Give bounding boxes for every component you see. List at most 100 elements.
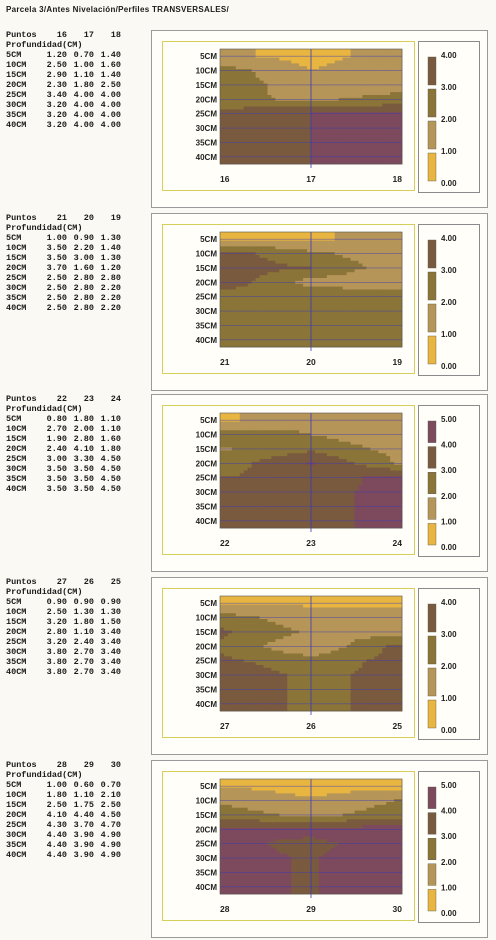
heatmap-cell bbox=[362, 121, 366, 124]
heatmap-cell bbox=[240, 298, 244, 301]
heatmap-cell bbox=[256, 132, 260, 135]
heatmap-cell bbox=[315, 473, 319, 476]
heatmap-cell bbox=[240, 244, 244, 247]
heatmap-cell bbox=[315, 75, 319, 78]
heatmap-cell bbox=[323, 341, 327, 344]
heatmap-cell bbox=[362, 147, 366, 150]
heatmap-cell bbox=[256, 304, 260, 307]
depth-label: 5CM bbox=[6, 50, 40, 60]
heatmap-cell bbox=[283, 327, 287, 330]
heatmap-cell bbox=[279, 264, 283, 267]
heatmap-cell bbox=[343, 442, 347, 445]
heatmap-cell bbox=[275, 52, 279, 55]
heatmap-cell bbox=[339, 465, 343, 468]
heatmap-cell bbox=[335, 422, 339, 425]
heatmap-cell bbox=[275, 124, 279, 127]
point-header: 20 bbox=[67, 213, 94, 223]
heatmap-cell bbox=[220, 459, 224, 462]
heatmap-cell bbox=[331, 63, 335, 66]
heatmap-cell bbox=[386, 246, 390, 249]
heatmap-cell bbox=[315, 327, 319, 330]
heatmap-cell bbox=[291, 284, 295, 287]
heatmap-cell bbox=[327, 439, 331, 442]
table-cell: 0.80 bbox=[40, 414, 67, 424]
heatmap-cell bbox=[335, 292, 339, 295]
heatmap-cell bbox=[299, 436, 303, 439]
heatmap-cell bbox=[347, 284, 351, 287]
heatmap-cell bbox=[370, 109, 374, 112]
heatmap-cell bbox=[355, 275, 359, 278]
heatmap-cell bbox=[291, 473, 295, 476]
heatmap-cell bbox=[394, 336, 398, 339]
depth-tick-label: 15CM bbox=[196, 264, 218, 273]
heatmap-cell bbox=[323, 439, 327, 442]
heatmap-cell bbox=[236, 456, 240, 459]
heatmap-cell bbox=[378, 287, 382, 290]
heatmap-cell bbox=[343, 235, 347, 238]
heatmap-cell bbox=[355, 327, 359, 330]
heatmap-cell bbox=[248, 456, 252, 459]
heatmap-cell bbox=[224, 436, 228, 439]
heatmap-cell bbox=[351, 430, 355, 433]
heatmap-cell bbox=[370, 315, 374, 318]
heatmap-cell bbox=[260, 135, 264, 138]
heatmap-cell bbox=[327, 313, 331, 316]
heatmap-cell bbox=[366, 430, 370, 433]
heatmap-cell bbox=[335, 89, 339, 92]
legend-swatch bbox=[428, 121, 436, 149]
heatmap-cell bbox=[343, 118, 347, 121]
heatmap-cell bbox=[358, 132, 362, 135]
heatmap-cell bbox=[366, 298, 370, 301]
heatmap-cell bbox=[220, 86, 224, 89]
heatmap-cell bbox=[260, 104, 264, 107]
heatmap-cell bbox=[362, 66, 366, 69]
heatmap-cell bbox=[394, 298, 398, 301]
heatmap-cell bbox=[382, 450, 386, 453]
heatmap-cell bbox=[351, 321, 355, 324]
heatmap-cell bbox=[303, 144, 307, 147]
heatmap-cell bbox=[323, 330, 327, 333]
heatmap-cell bbox=[315, 330, 319, 333]
heatmap-cell bbox=[382, 232, 386, 235]
heatmap-cell bbox=[315, 471, 319, 474]
heatmap-cell bbox=[351, 107, 355, 110]
heatmap-cell bbox=[382, 66, 386, 69]
heatmap-cell bbox=[244, 459, 248, 462]
heatmap-cell bbox=[264, 261, 268, 264]
heatmap-cell bbox=[339, 49, 343, 52]
heatmap-cell bbox=[374, 66, 378, 69]
heatmap-cell bbox=[264, 92, 268, 95]
heatmap-cell bbox=[390, 439, 394, 442]
heatmap-cell bbox=[275, 104, 279, 107]
heatmap-cell bbox=[228, 275, 232, 278]
heatmap-cell bbox=[224, 150, 228, 153]
heatmap-cell bbox=[370, 158, 374, 161]
heatmap-cell bbox=[279, 261, 283, 264]
heatmap-cell bbox=[315, 333, 319, 336]
puntos-label: Puntos bbox=[6, 394, 40, 404]
heatmap-cell bbox=[303, 292, 307, 295]
heatmap-cell bbox=[252, 473, 256, 476]
heatmap-cell bbox=[370, 144, 374, 147]
heatmap-cell bbox=[378, 321, 382, 324]
heatmap-cell bbox=[358, 287, 362, 290]
heatmap-cell bbox=[347, 95, 351, 98]
heatmap-cell bbox=[374, 439, 378, 442]
heatmap-cell bbox=[295, 479, 299, 482]
heatmap-cell bbox=[335, 61, 339, 64]
heatmap-cell bbox=[303, 241, 307, 244]
heatmap-cell bbox=[240, 101, 244, 104]
heatmap-cell bbox=[260, 278, 264, 281]
heatmap-cell bbox=[275, 86, 279, 89]
heatmap-cell bbox=[244, 430, 248, 433]
heatmap-cell bbox=[303, 261, 307, 264]
heatmap-cell bbox=[252, 144, 256, 147]
heatmap-cell bbox=[275, 130, 279, 133]
heatmap-cell bbox=[271, 275, 275, 278]
heatmap-cell bbox=[347, 456, 351, 459]
heatmap-cell bbox=[283, 307, 287, 310]
heatmap-cell bbox=[279, 150, 283, 153]
heatmap-cell bbox=[311, 315, 315, 318]
heatmap-cell bbox=[279, 442, 283, 445]
